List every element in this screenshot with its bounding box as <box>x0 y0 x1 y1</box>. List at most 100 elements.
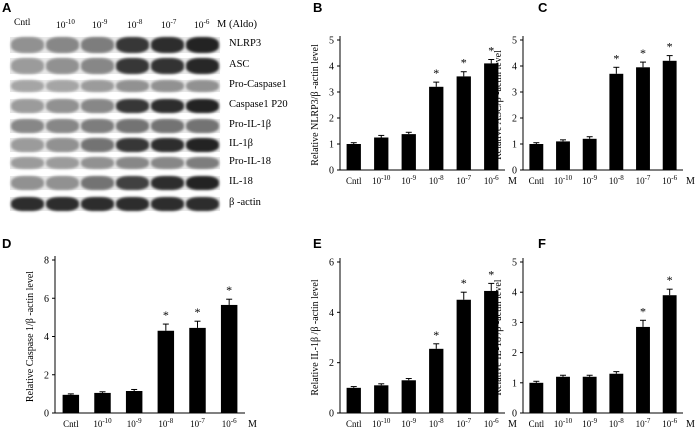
bar <box>429 86 444 170</box>
blot-band <box>186 197 219 211</box>
x-tick-label: 10-6 <box>662 417 677 429</box>
x-tick-label: 10-8 <box>429 174 444 186</box>
y-tick-label: 1 <box>329 140 334 151</box>
significance-star: * <box>667 273 673 287</box>
panel-letter-f: F <box>538 236 546 251</box>
y-tick-label: 0 <box>329 166 334 177</box>
blot-band <box>116 157 149 169</box>
blot-band <box>116 58 149 74</box>
blot-lane-label: 10-7 <box>161 18 177 32</box>
x-tick-exponent: -6 <box>493 174 499 182</box>
x-tick-label: 10-10 <box>554 174 573 186</box>
bar-chart-asc: 0 1 2 3 4 5 Relative ASC/β -actin level Cntl 10-… <box>493 36 695 188</box>
blot-band <box>151 197 184 211</box>
y-tick-label: 4 <box>329 308 334 319</box>
bar <box>609 73 624 170</box>
blot-band <box>116 80 149 92</box>
bar <box>484 63 499 170</box>
bar <box>220 304 238 413</box>
blot-lane-exponent: -6 <box>203 18 210 26</box>
blot-band <box>116 99 149 113</box>
blot-strip <box>10 176 220 190</box>
panel-letter-b: B <box>313 0 323 15</box>
blot-band <box>116 176 149 190</box>
x-tick-label: Cntl <box>346 419 362 429</box>
x-tick-exponent: -6 <box>671 174 677 182</box>
y-axis-label: Relative IL-18 /β -actin level <box>493 279 504 395</box>
bar <box>529 144 544 170</box>
y-tick-label: 3 <box>512 88 517 99</box>
bar-chart-nlrp3: 0 1 2 3 4 5 Relative NLRP3/β -actin level Cntl 1… <box>310 36 517 188</box>
blot-band <box>11 119 44 133</box>
y-tick-label: 1 <box>512 378 517 389</box>
blot-band <box>46 138 79 152</box>
blot-strip <box>10 99 220 113</box>
blot-band <box>46 58 79 74</box>
x-tick-label: 10-6 <box>222 417 237 429</box>
blot-band <box>81 157 114 169</box>
significance-star: * <box>163 308 169 322</box>
y-tick-label: 1 <box>512 140 517 151</box>
blot-lane-exponent: -10 <box>65 18 75 26</box>
y-tick-label: 5 <box>512 36 517 47</box>
blot-lane-exponent: -9 <box>101 18 108 26</box>
y-tick-label: 2 <box>512 114 517 125</box>
bar <box>529 382 544 413</box>
significance-star: * <box>667 40 673 54</box>
x-tick-exponent: -7 <box>645 174 651 182</box>
blot-band <box>151 80 184 92</box>
x-tick-exponent: -10 <box>102 417 112 425</box>
bar <box>582 138 597 170</box>
blot-band <box>81 99 114 113</box>
x-tick-label: 10-10 <box>554 417 573 429</box>
y-axis-label: Relative NLRP3/β -actin level <box>310 44 321 166</box>
bar <box>556 141 570 170</box>
bar <box>346 387 361 413</box>
blot-band <box>116 119 149 133</box>
significance-star: * <box>640 304 646 318</box>
x-unit-label: M <box>248 419 257 430</box>
blot-band <box>151 119 184 133</box>
panel-letter-d: D <box>2 236 12 251</box>
blot-band <box>151 58 184 74</box>
x-tick-label: 10-7 <box>456 417 471 429</box>
x-tick-label: 10-9 <box>127 417 142 429</box>
bar <box>582 376 597 413</box>
bar <box>556 376 570 413</box>
blot-strip <box>10 37 220 53</box>
significance-star: * <box>640 46 646 60</box>
blot-band <box>151 157 184 169</box>
y-tick-label: 6 <box>329 258 334 269</box>
blot-band <box>186 138 219 152</box>
blot-band <box>81 80 114 92</box>
blot-band <box>46 119 79 133</box>
bar <box>401 380 416 413</box>
blot-strip <box>10 157 220 169</box>
bar-chart-caspase1: 0 2 4 6 8 Relative Caspase 1/β -actin level Cn… <box>25 256 257 431</box>
x-tick-label: Cntl <box>529 419 545 429</box>
blot-band <box>186 176 219 190</box>
y-tick-label: 2 <box>329 114 334 125</box>
y-tick-label: 8 <box>44 256 49 267</box>
significance-star: * <box>488 44 494 58</box>
blot-lane-header: Cntl 10-10 10-9 10-8 10-7 10-6 M (Aldo) <box>14 14 284 32</box>
blot-band <box>46 157 79 169</box>
y-tick-label: 0 <box>512 409 517 420</box>
blot-strip <box>10 80 220 92</box>
x-tick-exponent: -6 <box>231 417 237 425</box>
x-tick-label: 10-9 <box>401 417 416 429</box>
blot-row-label: Pro-IL-18 <box>229 156 271 167</box>
blot-lane-exponent: -8 <box>136 18 143 26</box>
blot-row-label: NLRP3 <box>229 38 262 49</box>
blot-band <box>116 197 149 211</box>
blot-band <box>116 138 149 152</box>
blot-lane-label: 10-9 <box>92 18 108 32</box>
x-tick-exponent: -10 <box>381 174 391 182</box>
x-tick-exponent: -6 <box>493 417 499 425</box>
x-tick-label: Cntl <box>346 176 362 186</box>
x-tick-exponent: -10 <box>381 417 391 425</box>
y-tick-label: 5 <box>512 258 517 269</box>
x-tick-exponent: -8 <box>438 174 444 182</box>
x-tick-label: 10-7 <box>636 417 651 429</box>
blot-row-label: IL-1β <box>229 138 253 149</box>
